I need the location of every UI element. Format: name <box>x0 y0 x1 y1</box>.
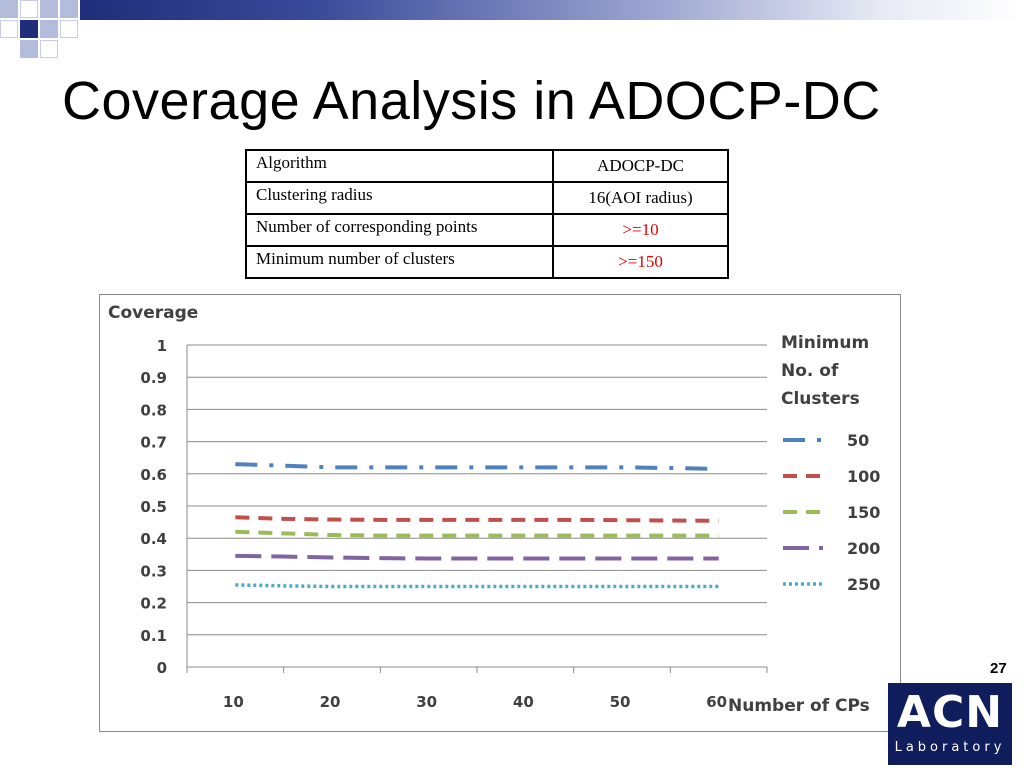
corner-decoration <box>0 0 80 60</box>
y-tick-label: 0.5 <box>140 498 167 516</box>
x-tick-label: 30 <box>416 693 437 711</box>
y-tick-label: 0.6 <box>140 466 167 484</box>
series-line-50 <box>235 462 719 471</box>
table-row: Number of corresponding points >=10 <box>245 213 729 247</box>
table-row: Minimum number of clusters >=150 <box>245 245 729 279</box>
table-cell-value: 16(AOI radius) <box>552 181 729 215</box>
legend-label-50: 50 <box>847 431 869 450</box>
series-line-150 <box>235 529 719 538</box>
header-gradient-bar <box>80 0 1024 20</box>
series-line-200 <box>235 553 719 561</box>
legend-label-100: 100 <box>847 467 880 486</box>
x-tick-label: 50 <box>610 693 631 711</box>
y-tick-label: 0.1 <box>140 627 167 645</box>
table-cell-label: Number of corresponding points <box>245 213 554 247</box>
slide-title: Coverage Analysis in ADOCP-DC <box>62 71 881 131</box>
table-cell-value: ADOCP-DC <box>552 149 729 183</box>
x-tick-label: 10 <box>223 693 244 711</box>
chart-svg: Coverage 0 0.1 0.2 0.3 0.4 0.5 0.6 0.7 0.8 0.9 1 10 2… <box>108 303 880 716</box>
y-tick-label: 0.4 <box>140 530 167 548</box>
y-tick-label: 0.7 <box>140 434 167 452</box>
y-tick-label: 0.8 <box>140 401 167 419</box>
x-tick-label: 40 <box>513 693 534 711</box>
coverage-chart: Coverage 0 0.1 0.2 0.3 0.4 0.5 0.6 0.7 0.8 0.9 1 10 2… <box>99 294 901 732</box>
x-tick-label: 60 <box>706 693 727 711</box>
legend-title: No. of <box>781 361 839 381</box>
table-row: Clustering radius 16(AOI radius) <box>245 181 729 215</box>
legend-label-150: 150 <box>847 503 880 522</box>
table-cell-label: Minimum number of clusters <box>245 245 554 279</box>
y-tick-label: 1 <box>157 337 167 355</box>
table-cell-value-highlight: >=150 <box>552 245 729 279</box>
table-cell-value-highlight: >=10 <box>552 213 729 247</box>
x-axis-label: Number of CPs <box>728 696 870 716</box>
acn-laboratory-logo: ACN Laboratory <box>888 683 1012 765</box>
page-number: 27 <box>990 660 1007 677</box>
series-line-250 <box>235 583 719 589</box>
logo-sub-text: Laboratory <box>894 740 1006 755</box>
legend-title: Minimum <box>781 333 869 353</box>
logo-main-text: ACN <box>896 687 1004 738</box>
legend-title: Clusters <box>781 389 860 409</box>
table-cell-label: Algorithm <box>245 149 554 183</box>
y-tick-label: 0 <box>157 659 167 677</box>
legend-label-250: 250 <box>847 575 880 594</box>
y-tick-label: 0.3 <box>140 562 167 580</box>
x-tick-label: 20 <box>320 693 341 711</box>
legend-label-200: 200 <box>847 539 880 558</box>
table-row: Algorithm ADOCP-DC <box>245 149 729 183</box>
y-tick-label: 0.2 <box>140 595 167 613</box>
y-tick-label: 0.9 <box>140 369 167 387</box>
series-line-100 <box>235 515 719 523</box>
table-cell-label: Clustering radius <box>245 181 554 215</box>
parameters-table: Algorithm ADOCP-DC Clustering radius 16(… <box>245 149 729 279</box>
y-axis-label: Coverage <box>108 303 198 323</box>
